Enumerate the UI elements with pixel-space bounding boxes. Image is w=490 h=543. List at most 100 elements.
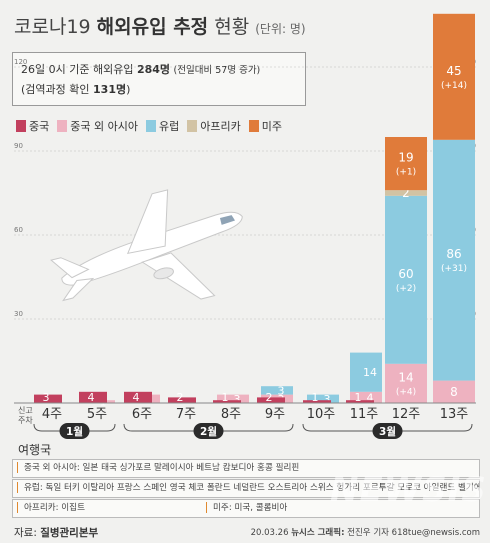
title-unit: (단위: 명) [255,22,306,36]
legend-item-africa: 아프리카 [187,118,241,134]
bar-value-label: 3 [278,384,285,397]
info-increase: (전일대비 57명 증가) [173,65,261,76]
x-tick-label: 6주 [132,407,152,422]
y-tick-label: 60 [14,226,23,234]
destinations-asia: 중국 외 아시아: 일본 태국 싱가포르 말레이시아 베트남 캄보디아 홍콩 필… [12,459,480,478]
bar-increment-label: (+1) [396,168,416,178]
bars: 3143423133231414114(+4)60(+2)219(+1)886(… [34,13,475,409]
legend-item-america: 미주 [248,118,282,134]
bar-value-label: 19 [398,151,413,165]
bar-value-label: 3 [43,391,50,404]
legend-swatch [145,120,156,132]
bar-value-label: 4 [367,391,374,404]
bar-segment [346,400,374,403]
bar-value-label: 14 [363,366,377,379]
legend-item-china: 중국 [16,118,49,134]
bar-segment [303,400,331,403]
title-strong: 해외유입 추정 [96,16,209,38]
bar-segment [217,394,249,403]
x-tick-label: 13주 [440,407,469,422]
bar-increment-label: (+14) [441,81,467,91]
info-text: (검역과정 확인 [21,83,90,96]
destinations-america-text: 미주: 미국, 콜롬비아 [213,503,288,513]
info-box: 26일 0시 기준 해외유입 284명 (전일대비 57명 증가) (검역과정 … [12,52,306,106]
bar-value-label: 3 [324,393,331,406]
bar-segment [385,137,427,191]
legend-label: 중국 외 아시아 [70,120,138,133]
bar-value-label: 4 [88,391,95,404]
legend-label: 아프리카 [200,120,241,133]
info-line-2: (검역과정 확인 131명) [21,81,130,97]
bar-value-label: 1 [222,391,229,404]
destinations-africa-america: 아프리카: 이집트 미주: 미국, 콜롬비아 [12,499,480,518]
bar-segment [385,190,427,196]
bar-increment-label: (+31) [441,264,467,274]
legend-label: 중국 [29,120,50,133]
bar-value-label: 1 [355,391,362,404]
destinations-europe: 유럽: 독일 터키 이탈리아 프랑스 스페인 영국 체코 폴란드 네덜란드 오스… [12,479,480,498]
month-label: 3월 [379,425,396,438]
bar-value-label: 14 [398,370,413,384]
credit-date: 20.03.26 [250,528,289,538]
bar-value-label: 3 [234,393,241,406]
bar-segment [433,139,475,381]
x-tick-label: 4주 [42,407,62,422]
x-tick-label: 5주 [87,407,107,422]
info-quarantine: 131명 [93,83,127,96]
source-name: 질병관리본부 [40,527,99,539]
source-label: 자료: [14,527,37,539]
legend-swatch [57,120,68,132]
bar-value-label: 2 [402,186,410,200]
bar-segment [261,386,293,395]
bar-value-label: 2 [266,391,273,404]
x-tick-label: 11주 [350,407,379,422]
bar-segment [385,195,427,364]
legend-swatch [248,120,259,132]
x-axis-title: 신고 [18,406,33,415]
watermark: NEWSIS [330,470,487,510]
bar-segment [34,394,62,403]
bar-value-label: 2 [177,391,184,404]
month-pill [372,423,403,439]
y-tick-label: 90 [14,142,23,150]
source: 자료: 질병관리본부 [14,525,98,540]
month-pill [59,423,90,439]
legend-item-europe: 유럽 [145,118,180,134]
legend-label: 미주 [261,120,282,133]
legend-label: 유럽 [158,120,180,133]
month-pill [193,423,224,439]
bar-segment [79,391,107,403]
credit-author: 전진우 기자 618tue@newsis.com [347,528,480,538]
y-tick-label: 120 [14,58,27,66]
bar-segment [213,400,241,403]
title-main: 코로나19 [14,16,91,38]
footer: 자료: 질병관리본부 20.03.26 뉴시스 그래픽: 전진우 기자 618t… [0,519,490,543]
month-label: 2월 [200,425,217,438]
destinations-africa-text: 아프리카: 이집트 [24,503,85,513]
y-tick-label: 30 [14,310,23,318]
separator [206,502,207,513]
x-tick-label: 9주 [265,407,285,422]
title-rest: 현황 [214,16,250,38]
info-total: 284명 [136,63,171,76]
info-text: ) [126,83,131,96]
bar-value-label: 4 [133,391,140,404]
bar-segment [350,391,382,403]
separator [17,482,18,493]
bar-increment-label: (+2) [396,284,416,294]
legend-item-asia: 중국 외 아시아 [57,118,138,134]
bar-value-label: 8 [450,385,458,399]
destinations-europe-text: 유럽: 독일 터키 이탈리아 프랑스 스페인 영국 체코 폴란드 네덜란드 오스… [24,483,480,493]
info-text: 26일 0시 기준 해외유입 [21,63,134,76]
bar-increment-label: (+4) [396,387,416,397]
info-line-1: 26일 0시 기준 해외유입 284명 (전일대비 57명 증가) [21,61,260,77]
x-tick-label: 7주 [176,407,196,422]
bar-value-label: 1 [312,391,319,404]
chart-title: 코로나19 해외유입 추정 현황 (단위: 명) [14,12,306,39]
bar-segment [307,394,339,403]
credit: 20.03.26 뉴시스 그래픽: 전진우 기자 618tue@newsis.c… [251,526,480,538]
bar-segment [168,397,196,403]
legend-swatch [187,120,198,132]
